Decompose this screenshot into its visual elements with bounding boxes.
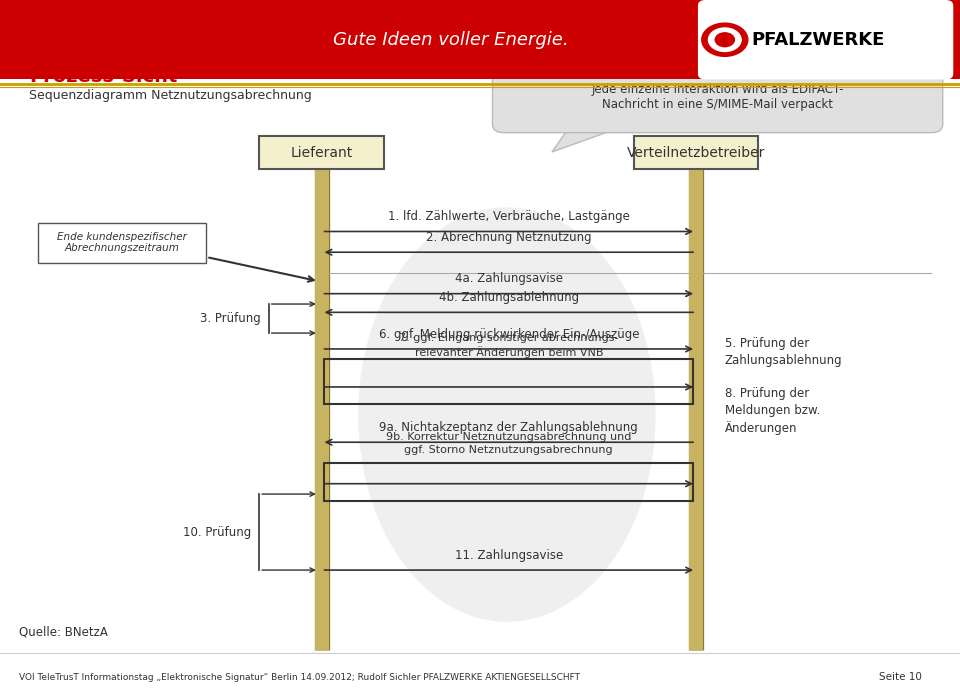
FancyBboxPatch shape — [492, 61, 943, 133]
Ellipse shape — [358, 207, 656, 622]
Text: Jede einzelne Interaktion wird als EDIFACT-
Nachricht in eine S/MIME-Mail verpac: Jede einzelne Interaktion wird als EDIFA… — [591, 83, 844, 111]
FancyBboxPatch shape — [634, 136, 758, 169]
Text: Seite 10: Seite 10 — [878, 672, 922, 682]
Text: Gute Ideen voller Energie.: Gute Ideen voller Energie. — [333, 30, 569, 49]
Text: 1. lfd. Zählwerte, Verbräuche, Lastgänge: 1. lfd. Zählwerte, Verbräuche, Lastgänge — [388, 210, 630, 223]
Text: PFALZWERKE: PFALZWERKE — [752, 30, 885, 49]
Text: 4b. Zahlungsablehnung: 4b. Zahlungsablehnung — [439, 291, 579, 304]
Text: 10. Prüfung: 10. Prüfung — [183, 526, 252, 538]
Text: VOI TeleTrusT Informationstag „Elektronische Signatur“ Berlin 14.09.2012; Rudolf: VOI TeleTrusT Informationstag „Elektroni… — [19, 672, 580, 682]
Text: 9a. Nichtakzeptanz der Zahlungsablehnung: 9a. Nichtakzeptanz der Zahlungsablehnung — [379, 421, 638, 434]
Text: 2. Abrechnung Netznutzung: 2. Abrechnung Netznutzung — [426, 231, 591, 244]
Text: Prozess-Sicht: Prozess-Sicht — [29, 66, 178, 86]
Text: 8. Prüfung der
Meldungen bzw.
Änderungen: 8. Prüfung der Meldungen bzw. Änderungen — [725, 387, 820, 435]
Text: Quelle: BNetzA: Quelle: BNetzA — [19, 625, 108, 638]
Text: Lieferant: Lieferant — [291, 146, 352, 160]
Text: 3. Prüfung: 3. Prüfung — [201, 312, 261, 325]
Polygon shape — [552, 124, 629, 152]
FancyBboxPatch shape — [259, 136, 384, 169]
FancyBboxPatch shape — [698, 0, 953, 79]
Text: 11. Zahlungsavise: 11. Zahlungsavise — [455, 549, 563, 562]
FancyBboxPatch shape — [0, 0, 960, 79]
Circle shape — [702, 23, 748, 56]
Text: 9b. Korrektur Netznutzungsabrechnung und
ggf. Storno Netznutzungsabrechnung: 9b. Korrektur Netznutzungsabrechnung und… — [386, 433, 632, 455]
Text: 7. ggf. Eingang sonstiger abrechnungs-
relevanter Änderungen beim VNB: 7. ggf. Eingang sonstiger abrechnungs- r… — [399, 333, 618, 358]
Text: 5. Prüfung der
Zahlungsablehnung: 5. Prüfung der Zahlungsablehnung — [725, 337, 843, 368]
Text: Ende kundenspezifischer
Abrechnungszeitraum: Ende kundenspezifischer Abrechnungszeitr… — [58, 231, 187, 254]
Text: Verteilnetzbetreiber: Verteilnetzbetreiber — [627, 146, 765, 160]
Text: Sequenzdiagramm Netznutzungsabrechnung: Sequenzdiagramm Netznutzungsabrechnung — [29, 89, 312, 102]
Circle shape — [715, 33, 734, 47]
Text: 6. ggf. Meldung rückwirkender Ein-/Auszüge: 6. ggf. Meldung rückwirkender Ein-/Auszü… — [378, 328, 639, 341]
Circle shape — [708, 28, 741, 51]
FancyBboxPatch shape — [38, 223, 206, 263]
Text: 4a. Zahlungsavise: 4a. Zahlungsavise — [455, 272, 563, 285]
